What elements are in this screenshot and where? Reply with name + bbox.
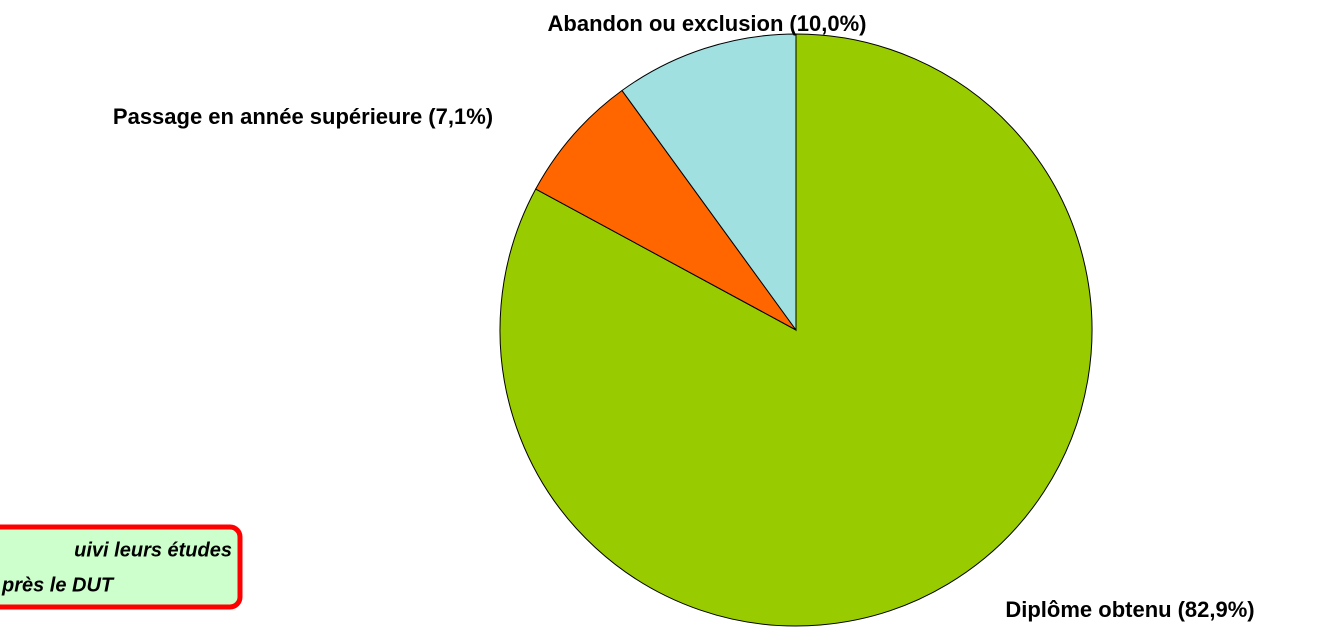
slice-value-label: (10,0%) (789, 11, 866, 36)
note-box (0, 524, 243, 610)
pie-slice (621, 33, 797, 332)
slice-value-label: (7,1%) (428, 104, 493, 129)
slice-value-label: (82,9%) (1178, 597, 1255, 622)
slice-category: Diplôme obtenu (1005, 597, 1171, 622)
pie-slice (535, 89, 797, 331)
note-line: près le DUT (1, 574, 115, 596)
slice-label: Passage en année supérieure (7,1%) (113, 104, 493, 129)
note-line: uivi leurs études (74, 539, 232, 561)
slice-label: Diplôme obtenu (82,9%) (1005, 597, 1254, 622)
pie (499, 33, 1093, 627)
slice-category: Passage en année supérieure (113, 104, 422, 129)
slice-category: Abandon ou exclusion (548, 11, 784, 36)
slice-label: Abandon ou exclusion (10,0%) (548, 11, 867, 36)
